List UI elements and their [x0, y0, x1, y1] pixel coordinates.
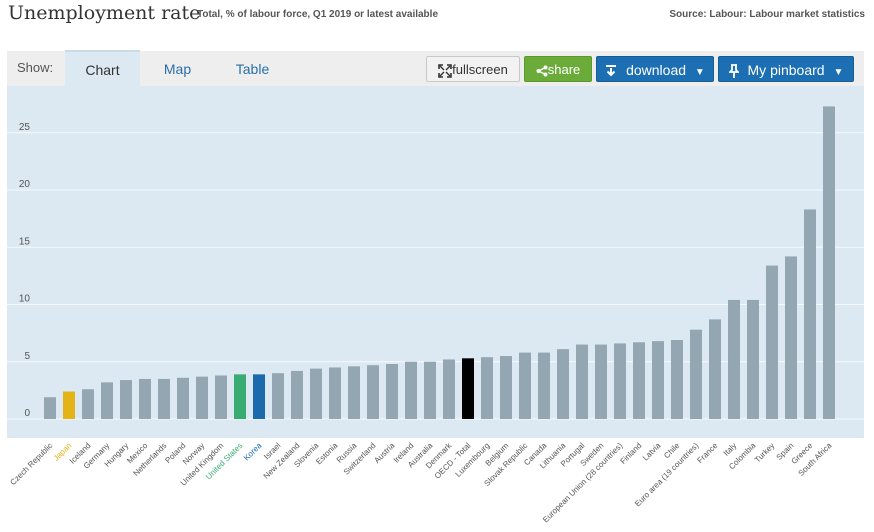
y-tick-label: 10	[19, 294, 31, 305]
bar-ireland[interactable]	[405, 361, 417, 419]
y-tick-label: 0	[24, 408, 30, 419]
bar-australia[interactable]	[424, 361, 436, 419]
bar-colombia[interactable]	[747, 299, 759, 419]
bar-slovenia[interactable]	[310, 368, 322, 419]
download-icon	[606, 64, 617, 77]
bar-norway[interactable]	[196, 376, 208, 419]
y-tick-label: 25	[19, 122, 31, 133]
bar-sweden[interactable]	[595, 344, 607, 419]
x-tick-label: Austria	[372, 441, 396, 465]
x-tick-label: France	[695, 441, 719, 465]
page-title: Unemployment rate	[8, 2, 201, 24]
bar-luxembourg[interactable]	[481, 357, 493, 419]
bar-israel[interactable]	[272, 373, 284, 419]
download-label: download	[626, 62, 687, 78]
download-button[interactable]: download ▼	[596, 56, 714, 82]
bar-germany[interactable]	[101, 382, 113, 419]
subtitle: Total, % of labour force, Q1 2019 or lat…	[197, 9, 439, 20]
bar-south-africa[interactable]	[823, 106, 835, 419]
caret-down-icon: ▼	[694, 67, 705, 78]
x-tick-label: Korea	[242, 441, 264, 463]
bar-latvia[interactable]	[652, 341, 664, 419]
fullscreen-button[interactable]: fullscreen	[426, 56, 520, 82]
x-tick-label: Czech Republic	[8, 441, 54, 487]
x-tick-label: Estonia	[314, 441, 340, 467]
bar-austria[interactable]	[386, 364, 398, 419]
toolbar: Show: Chart Map Table fullscreen share d…	[7, 50, 864, 87]
bar-united-kingdom[interactable]	[215, 375, 227, 419]
bar-euro-area-19-countries[interactable]	[690, 329, 702, 419]
bar-united-states[interactable]	[234, 374, 246, 419]
y-tick-label: 15	[19, 236, 31, 247]
pinboard-button[interactable]: My pinboard ▼	[718, 56, 854, 82]
bar-european-union-28-countries[interactable]	[614, 343, 626, 419]
bar-lithuania[interactable]	[557, 349, 569, 419]
fullscreen-label: fullscreen	[452, 62, 508, 77]
caret-down-icon: ▼	[833, 67, 844, 78]
bar-korea[interactable]	[253, 374, 265, 419]
bar-turkey[interactable]	[766, 265, 778, 419]
bar-new-zealand[interactable]	[291, 370, 303, 419]
x-tick-label: Finland	[618, 441, 643, 466]
tab-chart[interactable]: Chart	[65, 50, 140, 87]
share-button[interactable]: share	[524, 56, 592, 82]
tab-table[interactable]: Table	[235, 61, 270, 77]
pin-icon	[727, 64, 740, 79]
bar-finland[interactable]	[633, 342, 645, 419]
bar-canada[interactable]	[538, 352, 550, 419]
show-label: Show:	[17, 60, 54, 75]
source-note: Source: Labour: Labour market statistics	[669, 9, 865, 20]
fullscreen-icon	[438, 63, 452, 78]
bar-estonia[interactable]	[329, 367, 341, 419]
bar-czech-republic[interactable]	[44, 397, 56, 419]
x-tick-label: Turkey	[753, 441, 776, 464]
bar-france[interactable]	[709, 319, 721, 419]
y-tick-label: 20	[19, 179, 31, 190]
bar-belgium[interactable]	[500, 356, 512, 419]
pinboard-label: My pinboard	[747, 62, 825, 78]
bar-slovak-republic[interactable]	[519, 352, 531, 419]
bar-japan[interactable]	[63, 391, 75, 419]
bar-chile[interactable]	[671, 339, 683, 419]
bar-poland[interactable]	[177, 377, 189, 419]
y-tick-label: 5	[24, 351, 30, 362]
bar-spain[interactable]	[785, 256, 797, 419]
bar-portugal[interactable]	[576, 344, 588, 419]
bar-italy[interactable]	[728, 299, 740, 419]
bar-denmark[interactable]	[443, 359, 455, 419]
chart-header: Unemployment rate Total, % of labour for…	[8, 2, 868, 28]
bar-russia[interactable]	[348, 366, 360, 419]
x-tick-label: Latvia	[641, 441, 663, 463]
bar-greece[interactable]	[804, 209, 816, 419]
tab-map[interactable]: Map	[163, 61, 192, 77]
bar-iceland[interactable]	[82, 389, 94, 419]
share-icon	[536, 65, 548, 77]
bar-netherlands[interactable]	[158, 378, 170, 419]
bar-mexico[interactable]	[139, 378, 151, 419]
bar-hungary[interactable]	[120, 380, 132, 419]
bar-switzerland[interactable]	[367, 365, 379, 419]
share-label: share	[547, 62, 581, 77]
bar-oecd-total[interactable]	[462, 358, 474, 419]
